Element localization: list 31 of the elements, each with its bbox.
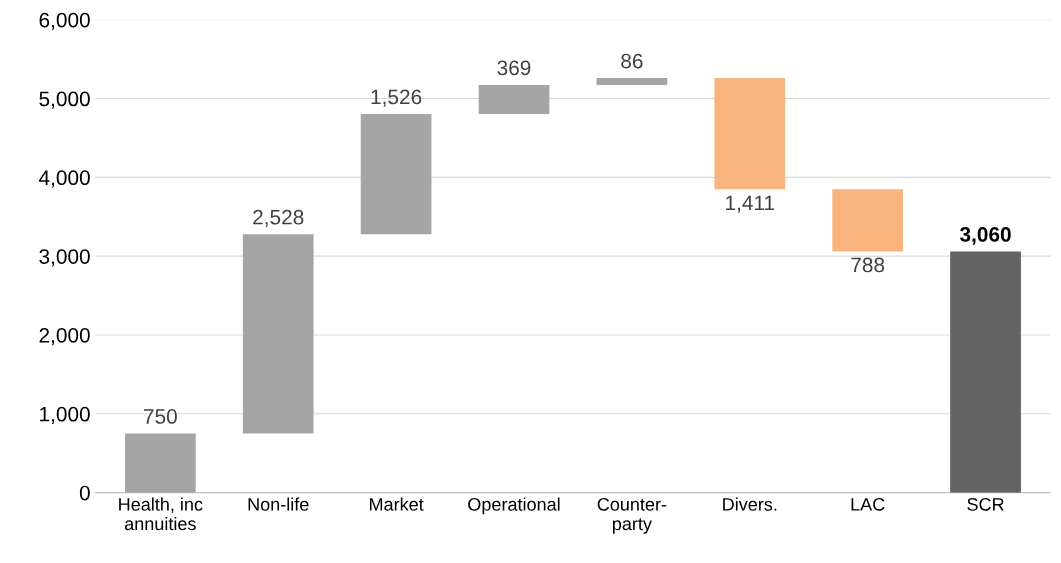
bar [360,113,432,235]
data-label: 369 [497,60,531,76]
data-label: 750 [144,409,177,424]
data-label: 3,060 [959,227,1011,245]
y-tick-label: 6,000 [39,12,90,30]
y-tick-label: 1,000 [40,406,90,425]
bar [124,433,196,493]
bar [832,189,904,252]
bar [714,78,786,190]
data-label: 2,528 [253,209,304,228]
x-tick-label: Market [370,497,424,511]
data-label: 1,411 [726,195,775,213]
y-tick-label: 2,000 [39,327,90,346]
bar [478,84,550,114]
x-tick-label: SCR [967,497,1004,511]
x-tick-label: Operational [468,497,560,515]
y-tick-label: 3,000 [39,249,90,267]
bar [242,234,314,434]
x-tick-label: LAC [851,497,885,511]
data-label: 1,526 [371,89,422,107]
x-tick-label: Non-life [248,497,309,511]
y-tick-label: 0 [79,485,90,501]
bar [950,251,1021,493]
x-tick-label: Health, inc annuities [119,497,203,531]
y-tick-label: 5,000 [39,91,90,109]
data-label: 86 [621,53,643,69]
x-tick-label: Divers. [723,497,777,511]
y-tick-label: 4,000 [38,170,90,188]
bar [596,78,668,85]
data-label: 788 [851,257,885,273]
x-tick-label: Counter- party [597,497,667,534]
